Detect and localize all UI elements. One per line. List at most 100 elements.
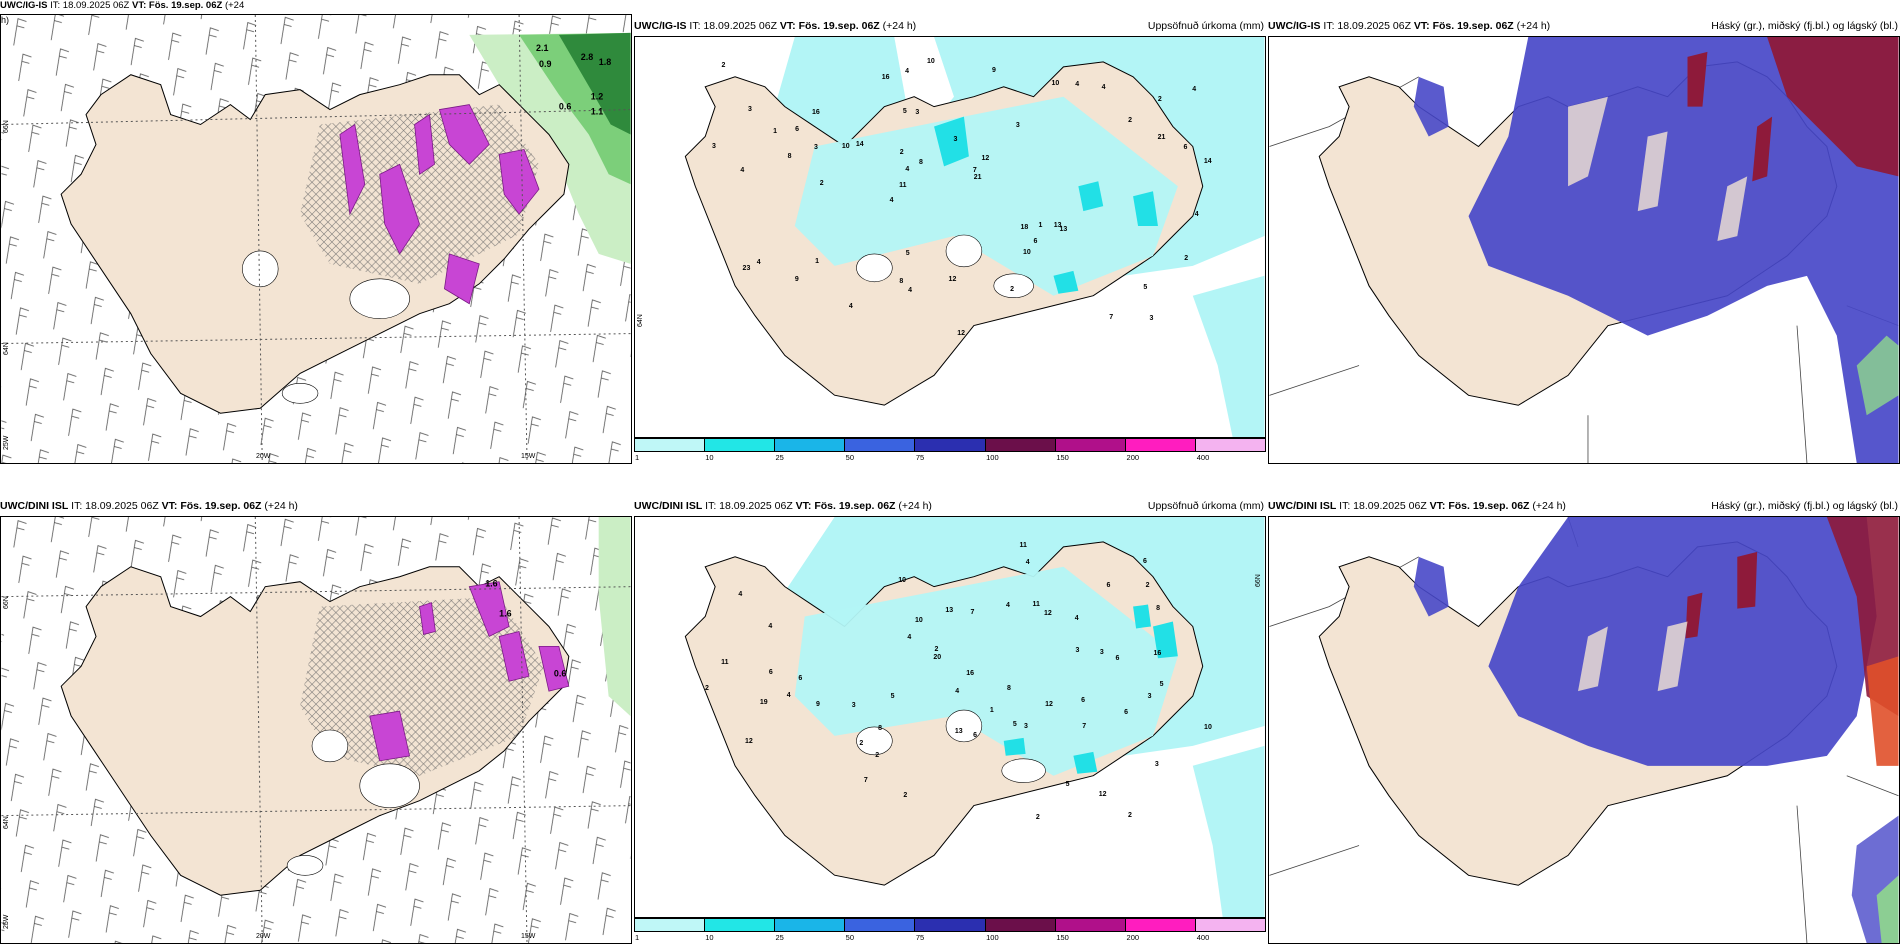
- init-time-label: IT: 18.09.2025 06Z: [1336, 500, 1430, 512]
- precip-value: 4: [908, 287, 913, 295]
- value-label: 1.1: [591, 107, 603, 117]
- model-source-label: UWC/DINI ISL: [0, 500, 69, 512]
- precip-value: 6: [1183, 143, 1188, 151]
- model-source-label: UWC/DINI ISL: [1268, 500, 1337, 512]
- map-canvas: 2.1 2.8 0.9 0.6 1.2 1.1 1.8: [1, 15, 631, 463]
- colorbar-cell: [1195, 439, 1265, 451]
- precip-value: 16: [881, 73, 890, 81]
- map-panel-bottom-left: UWC/DINI ISL IT: 18.09.2025 06Z VT: Fös.…: [0, 500, 632, 944]
- precip-value: 4: [1194, 211, 1199, 219]
- precip-value: 8: [787, 153, 792, 161]
- precip-value: 4: [905, 68, 910, 76]
- precip-value: 21: [973, 174, 982, 182]
- value-label: 1.8: [599, 57, 611, 67]
- precip-value: 4: [1101, 83, 1106, 91]
- precip-value: 8: [878, 724, 883, 732]
- lon-label: 25W: [3, 914, 10, 929]
- colorbar-cell: [775, 919, 846, 931]
- precip-value: 11: [1019, 541, 1027, 549]
- precip-value: 12: [744, 737, 753, 745]
- map-panel-top-left: UWC/IG-IS IT: 18.09.2025 06Z VT: Fös. 19…: [0, 0, 632, 464]
- precip-value: 3: [1075, 646, 1080, 654]
- precip-value: 5: [890, 693, 895, 701]
- precip-value: 2: [721, 62, 726, 70]
- value-label: 0.9: [539, 59, 551, 69]
- colorbar-tick-label: 50: [845, 453, 854, 462]
- precip-value: 4: [768, 622, 773, 630]
- precip-value: 7: [863, 777, 868, 785]
- colorbar-tick-label: 200: [1126, 933, 1140, 942]
- precip-value: 4: [905, 166, 910, 173]
- value-label: 1.6: [499, 609, 511, 619]
- precip-value: 8: [899, 277, 904, 285]
- lat-label: 64N: [3, 342, 10, 355]
- lat-label: 66N: [3, 120, 10, 133]
- value-label: 1.2: [591, 92, 603, 102]
- colorbar-cell: [705, 439, 776, 451]
- precip-value: 3: [1147, 693, 1152, 701]
- value-label: 2.8: [581, 52, 593, 62]
- precip-value: 5: [902, 108, 907, 116]
- valid-time-label: VT: Fös. 19.sep. 06Z: [1413, 20, 1514, 32]
- lon-label: 25W: [3, 435, 10, 450]
- precip-value: 16: [1153, 650, 1162, 658]
- precip-value: 6: [1106, 581, 1111, 589]
- precip-value: 2: [1157, 95, 1162, 103]
- precip-value: 10: [1051, 79, 1060, 87]
- precip-value: 10: [1204, 724, 1212, 732]
- precip-value: 3: [851, 701, 856, 709]
- colorbar-cell: [915, 439, 986, 451]
- precip-value: 2: [1128, 811, 1132, 819]
- colorbar-tick-label: 150: [1056, 933, 1069, 942]
- precip-value: 3: [1149, 314, 1154, 322]
- precip-value: 1: [815, 257, 820, 265]
- map-panel-top-middle: UWC/IG-IS IT: 18.09.2025 06Z VT: Fös. 19…: [634, 20, 1266, 464]
- precip-value: 2: [859, 739, 864, 747]
- colorbar-cell: [775, 439, 846, 451]
- colorbar-cell: [635, 919, 706, 931]
- precip-value: 2: [934, 646, 939, 654]
- precip-value: 3: [712, 142, 716, 150]
- map-canvas: [684, 37, 1265, 437]
- precip-value: 21: [1157, 133, 1166, 141]
- model-source-label: UWC/IG-IS: [0, 0, 48, 11]
- precip-value: 5: [1065, 781, 1070, 789]
- precip-value: 5: [1012, 721, 1017, 729]
- precip-value: 12: [1045, 701, 1053, 709]
- init-time-label: IT: 18.09.2025 06Z: [47, 0, 133, 11]
- colorbar-cells: [634, 918, 1266, 932]
- lat-label: 66N: [1255, 574, 1262, 587]
- init-time-label: IT: 18.09.2025 06Z: [1320, 20, 1414, 32]
- colorbar-tick-label: 75: [915, 933, 925, 942]
- precip-value: 10: [898, 576, 906, 584]
- colorbar-cell: [915, 919, 986, 931]
- map-frame: [1268, 516, 1900, 944]
- precip-value: 8: [1007, 685, 1011, 693]
- value-label: 0.6: [554, 668, 566, 678]
- precip-value: 2: [1128, 117, 1133, 125]
- field-title: Uppsöfnuð úrkoma (mm): [1147, 500, 1264, 512]
- colorbar-tick-label: 1: [635, 453, 640, 462]
- precip-value: 4: [740, 167, 745, 175]
- map-frame: 64N 3 4 2 4 3 5 3 4 14 3 12 13 3 4 14 18 21 11 8 4 16 10 1 7 5 13…: [634, 36, 1266, 438]
- precip-value: 1: [1038, 221, 1043, 229]
- precip-value: 2: [903, 792, 908, 800]
- precip-value: 16: [966, 669, 975, 677]
- colorbar-tick-label: 10: [705, 453, 714, 462]
- precip-value: 6: [1115, 654, 1120, 662]
- precip-value: 3: [1099, 649, 1104, 657]
- precip-value: 4: [1025, 558, 1030, 566]
- precip-value: 8: [1156, 604, 1161, 612]
- precip-value: 4: [848, 303, 853, 311]
- lead-time-label: (+24 h): [261, 500, 298, 512]
- precip-value: 4: [1075, 81, 1080, 89]
- precip-value: 13: [1059, 225, 1068, 233]
- precip-value: 4: [738, 590, 743, 598]
- colorbar-cell: [985, 439, 1056, 451]
- precip-value: 2: [705, 685, 709, 693]
- map-frame: 66N 2 4 5 4 3 4 3 4 13 12 12 2 10 8 12 6 16 11 6 7 3 10 5 6 9 4 20…: [634, 516, 1266, 918]
- lon-label: 15W: [521, 453, 536, 460]
- panel-title: UWC/IG-IS IT: 18.09.2025 06Z VT: Fös. 19…: [1268, 18, 1900, 34]
- precip-value: 11: [721, 659, 729, 667]
- precip-value: 11: [899, 181, 907, 189]
